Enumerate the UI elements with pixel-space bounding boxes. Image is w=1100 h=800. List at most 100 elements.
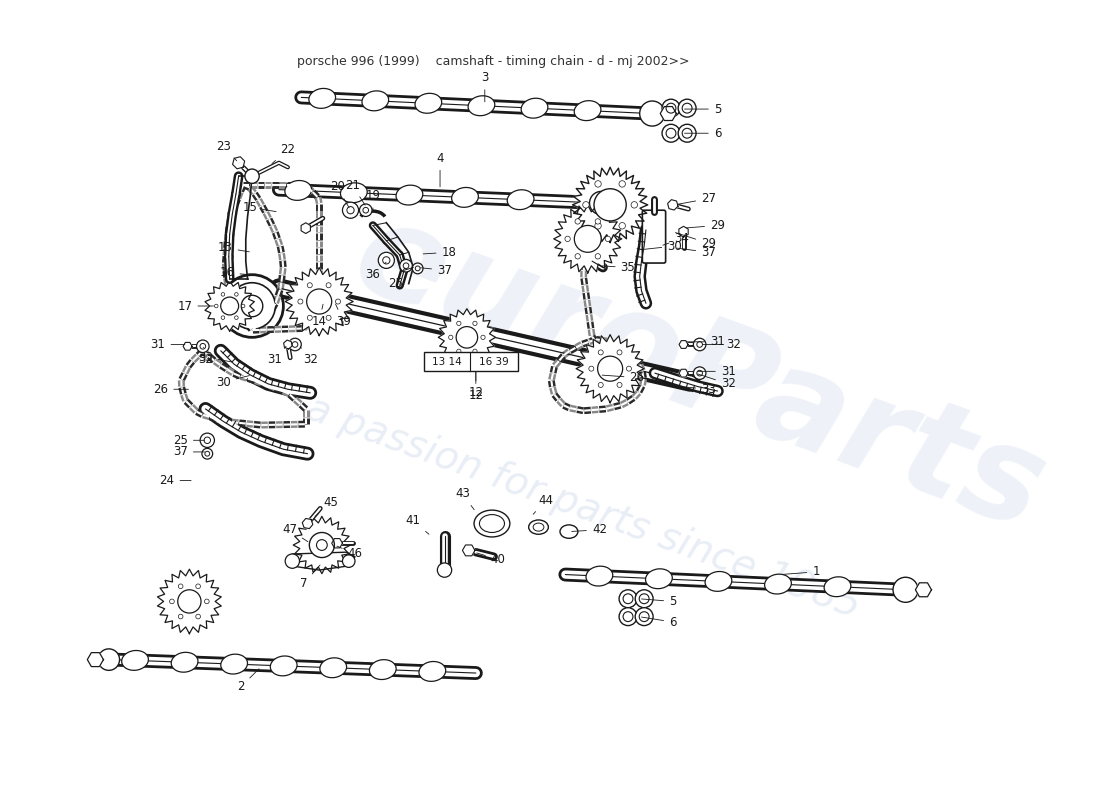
Text: 18: 18 <box>424 246 456 258</box>
Circle shape <box>200 433 214 447</box>
Circle shape <box>205 599 209 604</box>
Ellipse shape <box>221 654 248 674</box>
Circle shape <box>221 274 284 338</box>
Circle shape <box>221 297 239 315</box>
Circle shape <box>473 322 477 326</box>
Circle shape <box>619 181 626 187</box>
Polygon shape <box>157 569 221 634</box>
Text: 27: 27 <box>678 192 716 205</box>
Circle shape <box>307 289 332 314</box>
Text: 41: 41 <box>406 514 429 534</box>
Circle shape <box>383 257 390 264</box>
Ellipse shape <box>480 514 505 533</box>
Text: 31: 31 <box>151 338 185 351</box>
Circle shape <box>214 304 218 308</box>
Circle shape <box>307 282 312 288</box>
Polygon shape <box>284 340 293 349</box>
Text: 20: 20 <box>330 181 349 208</box>
Text: 26: 26 <box>153 382 188 396</box>
FancyBboxPatch shape <box>424 352 518 371</box>
Text: 2: 2 <box>238 669 258 693</box>
Ellipse shape <box>764 574 791 594</box>
Text: 33: 33 <box>198 350 231 363</box>
Text: 37: 37 <box>173 446 205 458</box>
Circle shape <box>619 222 626 229</box>
Circle shape <box>588 366 594 371</box>
Circle shape <box>456 326 477 348</box>
Circle shape <box>590 191 613 214</box>
Circle shape <box>623 594 632 604</box>
Circle shape <box>234 316 239 319</box>
Circle shape <box>404 263 409 269</box>
Ellipse shape <box>415 94 442 114</box>
Text: 3: 3 <box>481 71 488 102</box>
Polygon shape <box>294 516 351 574</box>
Text: 29: 29 <box>675 233 716 250</box>
Polygon shape <box>572 167 648 242</box>
Ellipse shape <box>320 658 346 678</box>
Ellipse shape <box>507 190 534 210</box>
Ellipse shape <box>474 510 510 537</box>
Circle shape <box>635 608 653 626</box>
Ellipse shape <box>419 662 446 682</box>
Circle shape <box>682 128 692 138</box>
FancyBboxPatch shape <box>642 210 666 263</box>
Ellipse shape <box>824 577 851 597</box>
Polygon shape <box>668 200 678 210</box>
Text: 23: 23 <box>216 140 236 161</box>
Circle shape <box>221 293 224 296</box>
Text: 44: 44 <box>534 494 553 514</box>
Text: 37: 37 <box>420 264 452 277</box>
Circle shape <box>293 342 298 347</box>
Text: 5: 5 <box>684 102 722 115</box>
Circle shape <box>307 315 312 320</box>
Circle shape <box>619 590 637 608</box>
Text: a passion for parts since 1985: a passion for parts since 1985 <box>301 389 866 626</box>
Circle shape <box>626 366 631 371</box>
Circle shape <box>631 202 638 208</box>
Text: 32: 32 <box>198 347 213 366</box>
Circle shape <box>205 451 210 456</box>
Circle shape <box>679 124 696 142</box>
Circle shape <box>200 343 206 349</box>
Text: 42: 42 <box>572 523 607 536</box>
Circle shape <box>696 342 703 347</box>
Ellipse shape <box>271 656 297 676</box>
Text: 4: 4 <box>437 152 443 187</box>
Polygon shape <box>205 281 254 331</box>
Circle shape <box>893 578 918 602</box>
Polygon shape <box>660 106 676 121</box>
Circle shape <box>456 322 461 326</box>
Text: 13 14: 13 14 <box>432 357 462 366</box>
Circle shape <box>696 370 703 376</box>
Circle shape <box>662 99 680 117</box>
Text: 15: 15 <box>243 201 276 214</box>
Circle shape <box>575 254 581 259</box>
Circle shape <box>205 437 210 443</box>
Ellipse shape <box>534 523 543 531</box>
Circle shape <box>639 612 649 622</box>
Text: 17: 17 <box>177 299 213 313</box>
Text: 22: 22 <box>272 143 296 163</box>
Text: 32: 32 <box>300 346 318 366</box>
Circle shape <box>229 282 275 330</box>
Text: 14: 14 <box>311 304 327 328</box>
Circle shape <box>178 590 201 613</box>
Circle shape <box>473 349 477 354</box>
Circle shape <box>241 295 263 317</box>
Text: euroParts: euroParts <box>338 190 1062 557</box>
Ellipse shape <box>309 89 336 108</box>
Text: 31: 31 <box>267 346 286 366</box>
Text: 47: 47 <box>282 523 308 542</box>
Text: 30: 30 <box>645 239 682 253</box>
Text: 6: 6 <box>684 126 722 140</box>
Circle shape <box>98 649 120 670</box>
Circle shape <box>342 202 359 218</box>
Circle shape <box>565 236 570 242</box>
Polygon shape <box>915 583 932 597</box>
Text: 16: 16 <box>220 266 248 279</box>
Text: 33: 33 <box>683 382 716 396</box>
Circle shape <box>679 99 696 117</box>
Text: 39: 39 <box>336 304 351 328</box>
Text: 45: 45 <box>315 497 339 516</box>
